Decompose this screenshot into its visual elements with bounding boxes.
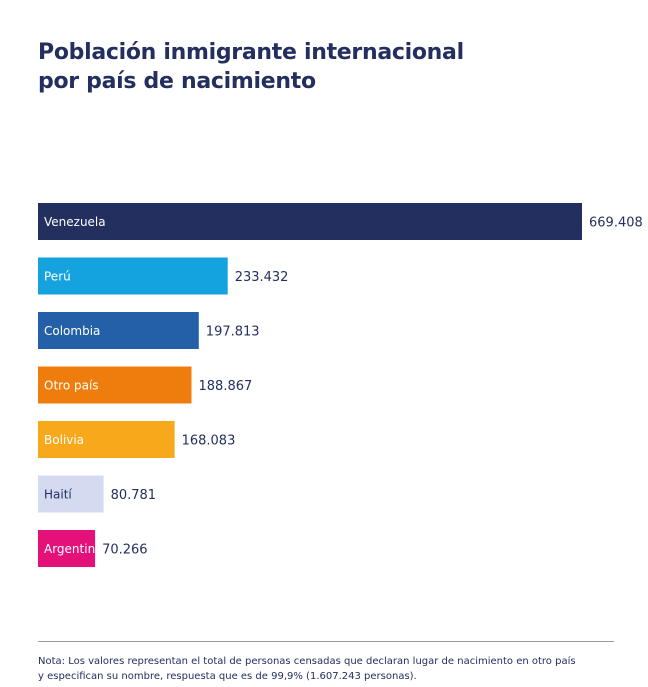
category-label-venezuela: Venezuela — [44, 215, 106, 229]
bar-bolivia — [38, 421, 175, 458]
value-label-otro-pais: 188.867 — [199, 379, 253, 394]
value-label-colombia: 197.813 — [206, 325, 260, 340]
chart-title-line-1: Población inmigrante internacional — [38, 40, 464, 65]
bar-peru — [38, 257, 228, 295]
bar-venezuela — [38, 203, 582, 240]
chart-title: Población inmigrante internacional por p… — [38, 38, 598, 96]
bar-otro-pais — [38, 366, 192, 404]
category-label-argentina: Argentina — [44, 542, 103, 556]
bar-colombia — [38, 312, 199, 349]
footnote-line-2: y especifican su nombre, respuesta que e… — [38, 671, 417, 682]
footnote-line-1: Nota: Los valores representan el total d… — [38, 656, 576, 667]
bar-argentina — [38, 530, 96, 567]
category-label-otro-pais: Otro país — [44, 379, 99, 393]
value-label-argentina: 70.266 — [102, 543, 148, 558]
category-label-haiti: Haití — [44, 488, 72, 502]
bar-haiti — [38, 475, 104, 513]
value-label-venezuela: 669.408 — [589, 216, 643, 231]
category-label-bolivia: Bolivia — [44, 433, 84, 447]
footnote: Nota: Los valores representan el total d… — [38, 654, 628, 684]
category-label-colombia: Colombia — [44, 324, 100, 338]
note-divider — [38, 641, 614, 642]
value-label-bolivia: 168.083 — [182, 434, 236, 449]
chart-title-line-2: por país de nacimiento — [38, 69, 316, 94]
category-label-peru: Perú — [44, 270, 71, 284]
value-label-peru: 233.432 — [235, 270, 289, 285]
value-label-haiti: 80.781 — [111, 488, 157, 503]
